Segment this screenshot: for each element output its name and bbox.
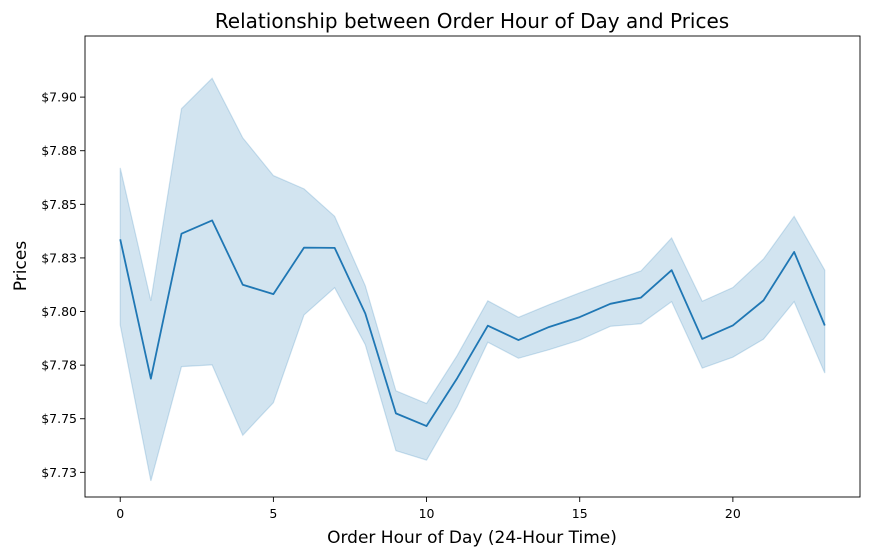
data-point <box>732 324 734 326</box>
y-tick-label: $7.83 <box>41 250 77 265</box>
y-tick-label: $7.73 <box>41 465 77 480</box>
x-tick-label: 20 <box>725 506 741 521</box>
data-point <box>517 339 519 341</box>
data-point <box>272 293 274 295</box>
data-point <box>671 269 673 271</box>
x-tick-label: 15 <box>572 506 588 521</box>
series-line <box>119 219 826 427</box>
x-tick-label: 10 <box>419 506 435 521</box>
y-tick-label: $7.78 <box>41 358 77 373</box>
data-point <box>180 233 182 235</box>
x-axis: 0 5 10 15 20 <box>116 497 741 521</box>
data-point <box>609 303 611 305</box>
plot-frame <box>84 35 861 498</box>
data-point <box>395 412 397 414</box>
y-axis: $7.73 $7.75 $7.78 $7.80 $7.83 $7.85 $7.88 $7.90 <box>41 90 85 480</box>
data-point <box>640 297 642 299</box>
data-point <box>548 326 550 328</box>
y-tick-label: $7.88 <box>41 143 77 158</box>
y-tick-label: $7.90 <box>41 90 77 105</box>
data-point <box>701 338 703 340</box>
data-point <box>824 324 826 326</box>
data-point <box>334 247 336 249</box>
data-point <box>426 425 428 427</box>
data-point <box>456 377 458 379</box>
confidence-band <box>119 77 826 482</box>
y-axis-label: Prices <box>11 241 31 291</box>
data-point <box>119 238 121 240</box>
data-point <box>793 251 795 253</box>
data-point <box>242 284 244 286</box>
data-point <box>763 299 765 301</box>
data-point <box>364 312 366 314</box>
chart-title: Relationship between Order Hour of Day a… <box>215 9 729 33</box>
data-point <box>579 316 581 318</box>
data-point <box>487 325 489 327</box>
data-point <box>303 247 305 249</box>
plot-area <box>119 77 826 482</box>
x-axis-label: Order Hour of Day (24-Hour Time) <box>327 528 617 548</box>
data-point <box>211 219 213 221</box>
y-tick-label: $7.75 <box>41 411 77 426</box>
x-tick-label: 5 <box>269 506 277 521</box>
y-tick-label: $7.80 <box>41 304 77 319</box>
y-tick-label: $7.85 <box>41 197 77 212</box>
x-tick-label: 0 <box>116 506 124 521</box>
data-point <box>150 378 152 380</box>
